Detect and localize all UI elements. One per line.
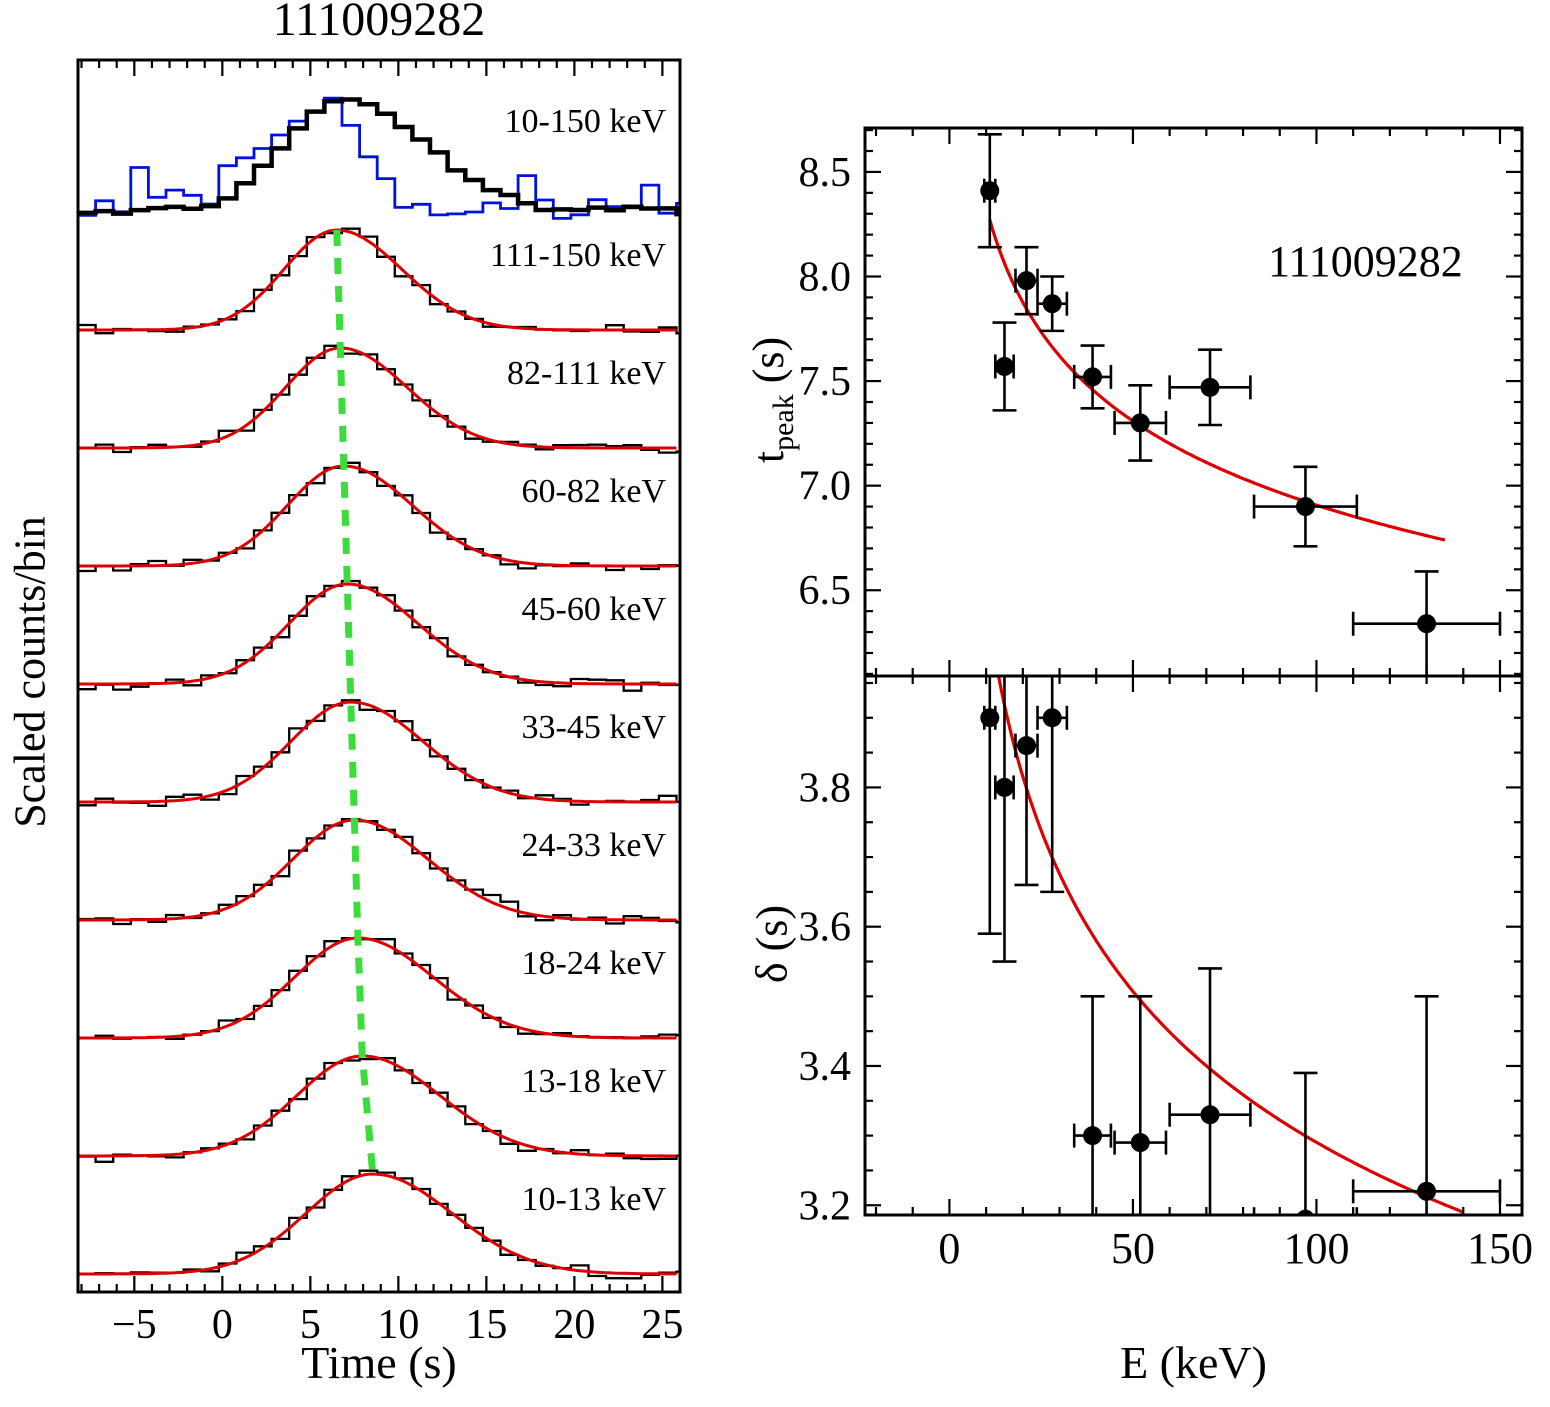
- time-axis-label: Time (s): [301, 1337, 457, 1388]
- lightcurves-plot-area: 10-150 keV 111-150 keV 82-111 keV 60-82 keV…: [78, 96, 680, 1280]
- left-x-tick-label: 5: [300, 1302, 321, 1348]
- peak-drift-track: [333, 229, 377, 1175]
- tpeak-vs-energy-plot-area: [977, 132, 1502, 676]
- delta-vs-energy-y-tick-label: 3.2: [799, 1183, 852, 1229]
- delta-vs-energy-data-point: [1016, 736, 1036, 756]
- tpeak-vs-energy-ticks: [865, 128, 1522, 676]
- tpeak-vs-energy-data-point: [1083, 367, 1103, 387]
- left-x-tick-label: −5: [112, 1302, 157, 1348]
- tpeak-vs-energy-data-point: [994, 356, 1014, 376]
- band-label: 10-150 keV: [505, 103, 667, 140]
- tpeak-axis-label-main: t: [744, 450, 794, 464]
- band-fit-curve: [78, 818, 677, 922]
- band-label: 111-150 keV: [490, 237, 666, 274]
- left-x-tick-label: 0: [212, 1302, 233, 1348]
- delta-vs-energy-x-tick-label: 0: [938, 1224, 960, 1273]
- left-panel-title: 111009282: [272, 0, 486, 46]
- delta-vs-energy-fit-curve: [996, 676, 1464, 1214]
- tpeak-vs-energy-data-point: [1130, 413, 1150, 433]
- tpeak-vs-energy-y-tick-label: 8.0: [799, 255, 852, 301]
- delta-vs-energy-errorbars: [977, 676, 1502, 1215]
- delta-vs-energy-data-point: [1083, 1126, 1103, 1146]
- tpeak-vs-energy-data-point: [1016, 271, 1036, 291]
- band-fit-curve: [78, 1054, 677, 1158]
- band-label: 10-13 keV: [522, 1181, 667, 1218]
- delta-vs-energy-plot-area: [977, 676, 1502, 1215]
- tpeak-axis-label-unit: (s): [744, 336, 794, 395]
- counts-axis-label: Scaled counts/bin: [5, 516, 55, 828]
- left-x-tick-label: 20: [553, 1302, 595, 1348]
- delta-vs-energy-data-point: [1042, 708, 1062, 728]
- band-label: 18-24 keV: [522, 945, 667, 982]
- energy-axis-label: E (keV): [1120, 1337, 1267, 1388]
- tpeak-axis-label: tpeak (s): [743, 337, 801, 463]
- left-x-tick-label: 15: [465, 1302, 507, 1348]
- tpeak-vs-energy-border: [863, 126, 1524, 678]
- delta-axis-label: δ (s): [747, 904, 797, 984]
- delta-vs-energy-y-tick-label: 3.8: [799, 765, 852, 811]
- delta-vs-energy-ticks: [865, 676, 1522, 1215]
- left-plot-border: [76, 58, 682, 1294]
- delta-vs-energy-data-point: [994, 777, 1014, 797]
- tpeak-vs-energy-data-point: [1417, 614, 1437, 634]
- delta-vs-energy-y-tick-label: 3.6: [799, 905, 852, 951]
- delta-vs-energy-border: [863, 674, 1524, 1217]
- band-fit-curve: [78, 582, 677, 686]
- tpeak-vs-energy-y-tick-label: 8.5: [799, 150, 852, 196]
- band-label: 13-18 keV: [522, 1063, 667, 1100]
- band-label: 33-45 keV: [522, 709, 667, 746]
- delta-vs-energy-x-tick-label: 100: [1283, 1224, 1349, 1273]
- burst-id-annotation: 111009282: [1268, 237, 1463, 286]
- delta-vs-energy-x-tick-label: 150: [1467, 1224, 1533, 1273]
- total-band-histogram: [78, 97, 680, 217]
- tpeak-axis-label-sub: peak: [766, 394, 800, 451]
- delta-vs-energy-data-point: [1130, 1133, 1150, 1153]
- band-fit-curve: [78, 346, 677, 450]
- tpeak-vs-energy-fit-curve: [988, 219, 1446, 542]
- delta-vs-energy-data-point: [980, 708, 1000, 728]
- delta-vs-energy-data-point: [1417, 1181, 1437, 1201]
- tpeak-vs-energy-data-point: [1295, 497, 1315, 517]
- tpeak-vs-energy-data-point: [980, 181, 1000, 201]
- band-fit-curve: [78, 228, 677, 332]
- band-fit-curve: [78, 464, 677, 568]
- band-label: 45-60 keV: [522, 591, 667, 628]
- tpeak-vs-energy-y-tick-label: 7.0: [799, 464, 852, 510]
- tpeak-vs-energy-data-point: [1200, 377, 1220, 397]
- band-label: 24-33 keV: [522, 827, 667, 864]
- delta-vs-energy-y-tick-label: 3.4: [799, 1044, 852, 1090]
- band-label: 60-82 keV: [522, 473, 667, 510]
- tpeak-vs-energy-y-tick-label: 6.5: [799, 568, 852, 614]
- left-axis-ticks: [80, 60, 682, 1292]
- band-fit-curve: [78, 1172, 677, 1276]
- band-fit-curve: [78, 700, 677, 804]
- band-label: 82-111 keV: [507, 355, 666, 392]
- tpeak-vs-energy-y-tick-label: 7.5: [799, 359, 852, 405]
- tpeak-vs-energy-data-point: [1042, 294, 1062, 314]
- delta-vs-energy-x-tick-label: 50: [1111, 1224, 1155, 1273]
- left-x-tick-label: 25: [641, 1302, 683, 1348]
- tpeak-vs-energy-errorbars: [977, 132, 1502, 676]
- left-x-tick-label: 10: [377, 1302, 419, 1348]
- band-fit-curve: [78, 936, 677, 1040]
- delta-vs-energy-data-point: [1200, 1105, 1220, 1125]
